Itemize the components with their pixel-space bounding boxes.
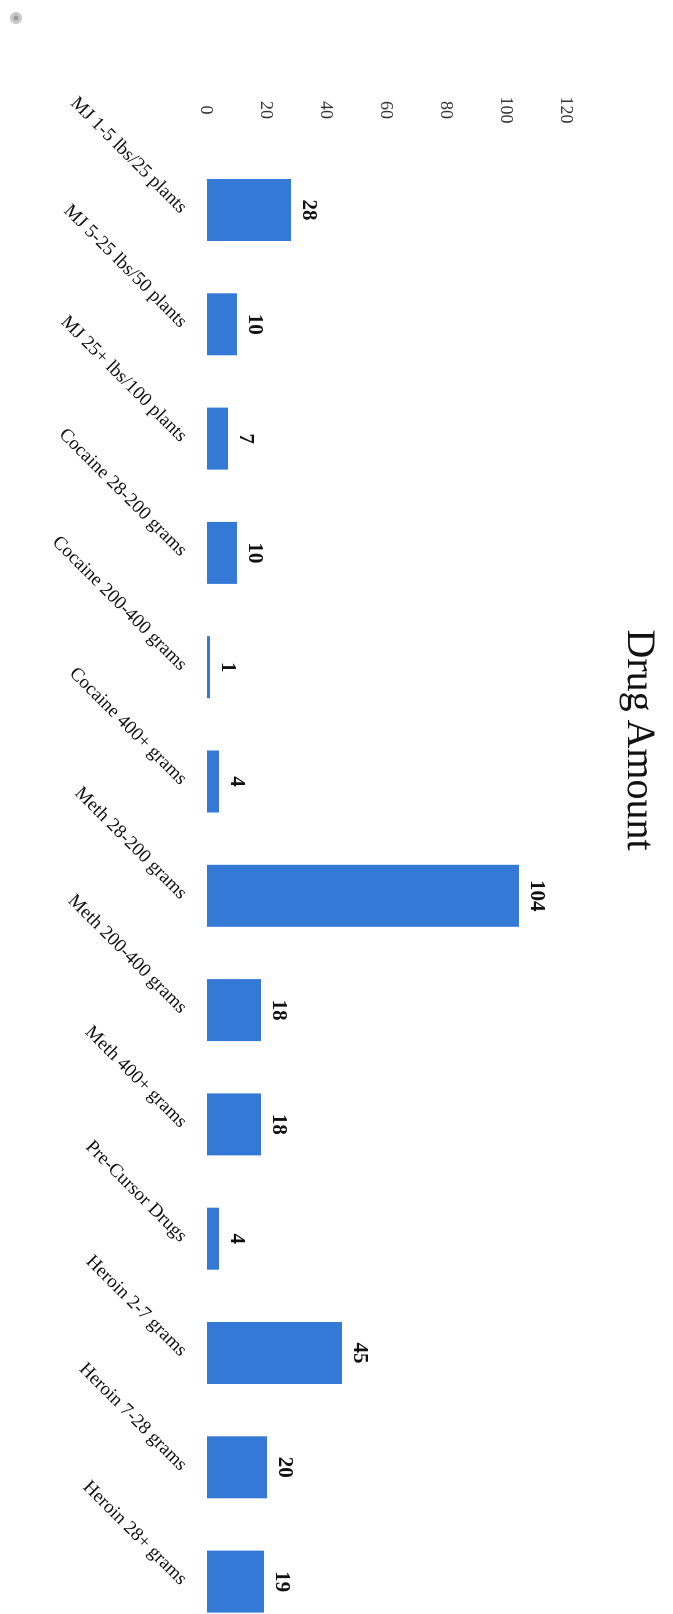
value-tick-label: 80 — [437, 101, 457, 119]
bar-value-label: 18 — [268, 1114, 292, 1135]
bar — [207, 293, 237, 356]
category-label: Pre-Cursor Drugs — [81, 1136, 191, 1246]
value-tick-label: 100 — [497, 97, 517, 124]
bar-value-label: 10 — [244, 542, 268, 563]
bar-value-label: 45 — [349, 1343, 373, 1364]
category-label: Meth 200-400 grams — [64, 890, 192, 1018]
category-label: Cocaine 28-200 grams — [55, 424, 191, 560]
bar-series — [207, 179, 519, 1613]
category-label: Heroin 28+ grams — [79, 1476, 192, 1589]
bar — [207, 864, 519, 927]
category-label: Heroin 7-28 grams — [75, 1358, 191, 1474]
bar — [207, 1093, 261, 1156]
chart-title: Drug Amount — [619, 629, 664, 850]
bar-value-label: 20 — [274, 1457, 298, 1478]
value-tick-label: 120 — [557, 97, 577, 124]
bar — [207, 1550, 264, 1613]
sheet-icon — [10, 12, 22, 24]
bar — [207, 636, 210, 699]
bar-value-label: 18 — [268, 1000, 292, 1021]
bar — [207, 179, 291, 241]
bar-value-label: 10 — [244, 314, 268, 335]
data-labels: 28 10 7 10 1 4 104 18 18 4 45 20 19 — [217, 200, 550, 1593]
bar-value-label: 4 — [226, 1233, 250, 1244]
bar-value-label: 7 — [235, 433, 259, 444]
category-label: MJ 5-25 lbs/50 plants — [60, 200, 192, 332]
value-tick-label: 40 — [317, 101, 337, 119]
bar — [207, 979, 261, 1042]
bar-value-label: 19 — [271, 1571, 295, 1592]
category-label: MJ 1-5 lbs/25 plants — [66, 93, 191, 218]
bar-value-label: 104 — [526, 880, 550, 912]
value-axis: 0 20 40 60 80 100 120 — [197, 97, 577, 124]
bar — [207, 1436, 267, 1499]
bar — [207, 521, 237, 584]
bar — [207, 1207, 219, 1270]
category-label: Cocaine 400+ grams — [65, 663, 191, 789]
value-tick-label: 0 — [197, 106, 217, 115]
bar — [207, 407, 228, 470]
category-label: Meth 400+ grams — [81, 1021, 191, 1131]
bar-value-label: 1 — [217, 662, 241, 673]
bar — [207, 750, 219, 813]
category-label: Heroin 2-7 grams — [82, 1251, 192, 1361]
category-label: MJ 25+ lbs/100 plants — [57, 311, 192, 446]
bar-value-label: 28 — [298, 200, 322, 221]
value-tick-label: 60 — [377, 101, 397, 119]
category-label: Meth 28-200 grams — [70, 783, 191, 904]
value-tick-label: 20 — [257, 101, 277, 119]
bar-value-label: 4 — [226, 776, 250, 787]
bar — [207, 1322, 342, 1384]
